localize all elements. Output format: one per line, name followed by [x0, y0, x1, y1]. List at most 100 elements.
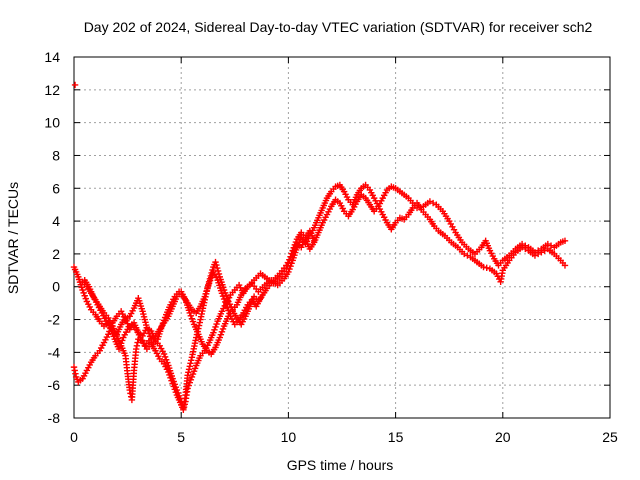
- data-point: [166, 371, 173, 379]
- y-tick-labels: -8 -6 -4 -2 0 2 4 6 8 10 12 14: [44, 49, 60, 426]
- data-point: [215, 270, 223, 278]
- y-tick-label: -8: [48, 410, 61, 426]
- x-tick-label: 0: [70, 429, 78, 445]
- data-point: [206, 277, 214, 284]
- y-tick-label: 0: [52, 279, 60, 295]
- data-point: [70, 363, 78, 371]
- data-point: [544, 240, 552, 248]
- x-tick-labels: 0 5 10 15 20 25: [70, 429, 618, 445]
- data-point: [283, 265, 290, 272]
- y-tick-label: 6: [52, 180, 60, 196]
- y-tick-label: 4: [52, 213, 60, 229]
- data-point: [123, 317, 130, 324]
- data-point: [160, 317, 168, 324]
- data-point: [188, 315, 196, 322]
- data-point: [188, 357, 195, 364]
- data-point: [218, 328, 226, 336]
- data-point: [187, 360, 194, 367]
- data-point: [464, 252, 471, 259]
- data-point: [161, 314, 169, 321]
- data-point: [164, 359, 171, 366]
- axis-ticks: [73, 56, 611, 419]
- data-point: [167, 374, 174, 381]
- data-point: [310, 237, 318, 244]
- data-point: [219, 292, 227, 300]
- y-tick-label: 2: [52, 246, 60, 262]
- plot-frame: [73, 56, 611, 419]
- data-point: [185, 366, 193, 373]
- data-point: [210, 329, 217, 336]
- data-point: [108, 327, 115, 334]
- data-point: [124, 320, 131, 327]
- data-point: [193, 334, 200, 341]
- data-point: [219, 325, 227, 333]
- data-point: [212, 323, 219, 331]
- data-point: [162, 356, 170, 363]
- data-point: [223, 301, 230, 308]
- data-point: [413, 204, 421, 212]
- x-tick-label: 20: [495, 429, 511, 445]
- data-point: [160, 350, 168, 358]
- x-tick-label: 15: [388, 429, 404, 445]
- data-point: [105, 331, 112, 338]
- data-point: [185, 382, 192, 389]
- data-point: [109, 330, 116, 337]
- data-point: [185, 369, 192, 376]
- data-point: [165, 368, 172, 376]
- data-point: [426, 198, 434, 205]
- data-point: [217, 331, 225, 338]
- data-point: [480, 263, 487, 271]
- data-point: [132, 345, 140, 353]
- data-point: [191, 365, 199, 372]
- data-point: [107, 324, 114, 331]
- data-point: [143, 324, 151, 331]
- y-tick-label: 14: [44, 49, 60, 65]
- data-point: [196, 319, 203, 326]
- data-point: [218, 290, 226, 297]
- data-point: [189, 318, 197, 325]
- data-point: [71, 367, 78, 374]
- data-point: [288, 250, 295, 257]
- data-point: [159, 320, 167, 327]
- data-point: [221, 298, 229, 306]
- data-point: [170, 383, 177, 390]
- data-point: [211, 326, 218, 334]
- data-point: [429, 199, 437, 207]
- data-point: [541, 247, 548, 254]
- y-axis-label: SDTVAR / TECUs: [5, 182, 21, 294]
- data-point: [171, 386, 178, 393]
- data-point: [561, 237, 569, 244]
- y-tick-label: -2: [48, 312, 61, 328]
- data-point: [117, 340, 125, 347]
- data-point: [186, 379, 193, 386]
- data-point: [145, 330, 153, 337]
- data-point: [561, 262, 569, 269]
- data-point: [161, 353, 169, 361]
- data-point: [289, 247, 296, 254]
- data-point: [522, 242, 529, 249]
- data-point: [285, 259, 292, 266]
- y-tick-label: -6: [48, 377, 61, 393]
- data-point: [119, 337, 126, 344]
- data-point: [214, 264, 221, 272]
- data-point: [213, 320, 220, 328]
- data-point: [483, 264, 490, 272]
- data-point: [189, 370, 197, 378]
- data-point: [116, 343, 124, 350]
- data-point: [81, 292, 88, 299]
- data-point: [187, 376, 195, 384]
- y-tick-label: 10: [44, 115, 60, 131]
- data-point: [190, 368, 198, 375]
- data-point: [531, 249, 539, 256]
- data-point: [205, 280, 213, 287]
- y-tick-label: 8: [52, 147, 60, 163]
- data-point: [186, 363, 193, 370]
- data-point: [115, 345, 123, 353]
- data-point: [290, 244, 297, 251]
- data-point: [169, 380, 176, 387]
- data-point: [518, 240, 526, 248]
- data-points: [70, 81, 569, 413]
- data-point: [110, 333, 117, 340]
- data-point: [184, 385, 191, 392]
- y-tick-label: -4: [48, 344, 61, 360]
